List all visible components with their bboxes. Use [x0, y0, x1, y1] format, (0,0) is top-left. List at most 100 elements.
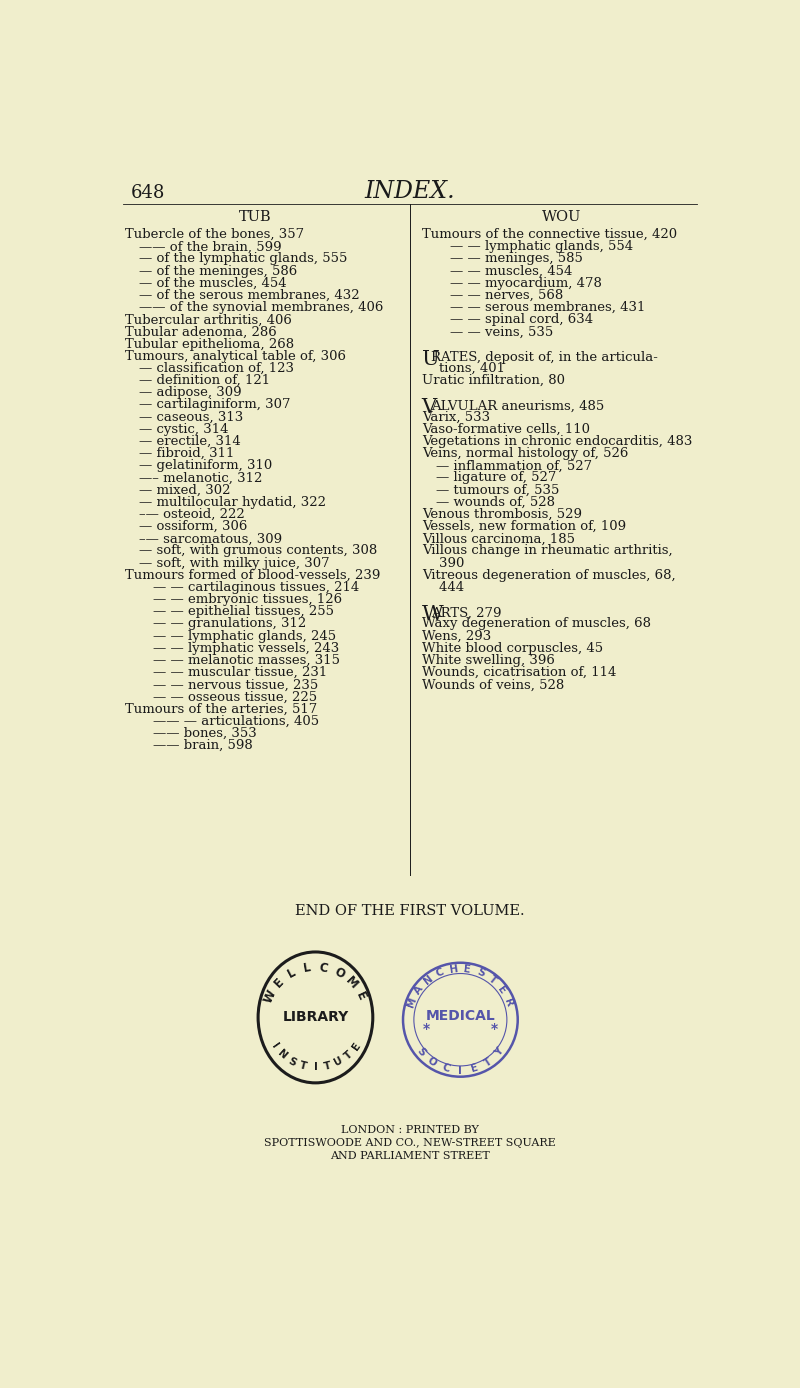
- Text: — mixed, 302: — mixed, 302: [138, 483, 230, 497]
- Text: 390: 390: [422, 557, 464, 569]
- Text: — — epithelial tissues, 255: — — epithelial tissues, 255: [153, 605, 334, 618]
- Text: — cartilaginiform, 307: — cartilaginiform, 307: [138, 398, 290, 411]
- Text: — ligature of, 527: — ligature of, 527: [435, 472, 556, 484]
- Text: — classification of, 123: — classification of, 123: [138, 362, 294, 375]
- Text: I: I: [458, 1066, 462, 1076]
- Text: —— of the brain, 599: —— of the brain, 599: [138, 240, 282, 254]
- Text: T: T: [298, 1060, 308, 1072]
- Text: Wounds, cicatrisation of, 114: Wounds, cicatrisation of, 114: [422, 666, 616, 679]
- Text: Vessels, new formation of, 109: Vessels, new formation of, 109: [422, 520, 626, 533]
- Text: END OF THE FIRST VOLUME.: END OF THE FIRST VOLUME.: [295, 904, 525, 919]
- Text: S: S: [415, 1047, 427, 1059]
- Text: I: I: [269, 1041, 279, 1051]
- Text: V: V: [422, 398, 437, 418]
- Text: E: E: [496, 984, 508, 997]
- Text: Tubercle of the bones, 357: Tubercle of the bones, 357: [125, 228, 304, 242]
- Text: — — osseous tissue, 225: — — osseous tissue, 225: [153, 690, 317, 704]
- Text: 444: 444: [422, 582, 464, 594]
- Text: Tubular epithelioma, 268: Tubular epithelioma, 268: [125, 337, 294, 351]
- Text: — — granulations, 312: — — granulations, 312: [153, 618, 306, 630]
- Text: E: E: [354, 990, 369, 1002]
- Text: Tumours of the connective tissue, 420: Tumours of the connective tissue, 420: [422, 228, 677, 242]
- Text: I: I: [314, 1062, 318, 1073]
- Text: E: E: [470, 1063, 480, 1074]
- Text: — — cartilaginous tissues, 214: — — cartilaginous tissues, 214: [153, 582, 359, 594]
- Text: RATES, deposit of, in the articula-: RATES, deposit of, in the articula-: [431, 351, 658, 365]
- Text: — — spinal cord, 634: — — spinal cord, 634: [450, 314, 593, 326]
- Text: ALVULAR aneurisms, 485: ALVULAR aneurisms, 485: [431, 400, 604, 414]
- Text: — caseous, 313: — caseous, 313: [138, 411, 243, 423]
- Text: C: C: [434, 967, 446, 979]
- Text: C: C: [441, 1063, 450, 1074]
- Text: Tumours formed of blood-vessels, 239: Tumours formed of blood-vessels, 239: [125, 569, 380, 582]
- Text: Vaso-formative cells, 110: Vaso-formative cells, 110: [422, 423, 590, 436]
- Text: L: L: [302, 960, 312, 974]
- Text: Villous carcinoma, 185: Villous carcinoma, 185: [422, 533, 574, 545]
- Text: Veins, normal histology of, 526: Veins, normal histology of, 526: [422, 447, 628, 461]
- Text: E: E: [350, 1041, 363, 1052]
- Text: — multilocular hydatid, 322: — multilocular hydatid, 322: [138, 496, 326, 509]
- Text: — — lymphatic vessels, 243: — — lymphatic vessels, 243: [153, 641, 339, 655]
- Text: H: H: [449, 963, 458, 974]
- Text: — fibroid, 311: — fibroid, 311: [138, 447, 234, 461]
- Text: U: U: [333, 1055, 345, 1069]
- Text: Tumours of the arteries, 517: Tumours of the arteries, 517: [125, 702, 317, 716]
- Text: Villous change in rheumatic arthritis,: Villous change in rheumatic arthritis,: [422, 544, 672, 558]
- Text: M: M: [406, 995, 418, 1009]
- Text: –— sarcomatous, 309: –— sarcomatous, 309: [138, 533, 282, 545]
- Text: A: A: [412, 984, 425, 997]
- Text: — soft, with milky juice, 307: — soft, with milky juice, 307: [138, 557, 330, 569]
- Text: Tumours, analytical table of, 306: Tumours, analytical table of, 306: [125, 350, 346, 362]
- Text: TUB: TUB: [238, 210, 271, 223]
- Text: Tubercular arthritis, 406: Tubercular arthritis, 406: [125, 314, 292, 326]
- Text: C: C: [318, 960, 329, 976]
- Text: — — melanotic masses, 315: — — melanotic masses, 315: [153, 654, 340, 668]
- Text: — soft, with grumous contents, 308: — soft, with grumous contents, 308: [138, 544, 377, 558]
- Text: — of the muscles, 454: — of the muscles, 454: [138, 276, 286, 290]
- Text: LIBRARY: LIBRARY: [282, 1010, 349, 1024]
- Text: U: U: [422, 350, 439, 369]
- Text: S: S: [475, 967, 486, 979]
- Text: — inflammation of, 527: — inflammation of, 527: [435, 459, 592, 472]
- Text: Varix, 533: Varix, 533: [422, 411, 490, 423]
- Text: — — veins, 535: — — veins, 535: [450, 326, 553, 339]
- Text: N: N: [422, 973, 435, 987]
- Text: — erectile, 314: — erectile, 314: [138, 434, 241, 448]
- Text: S: S: [286, 1056, 298, 1067]
- Text: MEDICAL: MEDICAL: [426, 1009, 495, 1023]
- Text: — — nerves, 568: — — nerves, 568: [450, 289, 562, 303]
- Text: T: T: [482, 1056, 494, 1069]
- Text: E: E: [463, 963, 471, 974]
- Text: — — muscular tissue, 231: — — muscular tissue, 231: [153, 666, 327, 679]
- Text: — — meninges, 585: — — meninges, 585: [450, 253, 582, 265]
- Text: T: T: [342, 1049, 354, 1062]
- Text: –— osteoid, 222: –— osteoid, 222: [138, 508, 245, 520]
- Text: — of the meninges, 586: — of the meninges, 586: [138, 265, 297, 278]
- Text: Wounds of veins, 528: Wounds of veins, 528: [422, 679, 564, 691]
- Text: O: O: [331, 965, 346, 981]
- Text: — — nervous tissue, 235: — — nervous tissue, 235: [153, 679, 318, 691]
- Text: E: E: [271, 976, 286, 990]
- Text: INDEX.: INDEX.: [365, 180, 455, 204]
- Text: Uratic infiltration, 80: Uratic infiltration, 80: [422, 375, 565, 387]
- Text: — — muscles, 454: — — muscles, 454: [450, 265, 572, 278]
- Text: — — lymphatic glands, 245: — — lymphatic glands, 245: [153, 630, 336, 643]
- Text: *: *: [491, 1022, 498, 1035]
- Text: AND PARLIAMENT STREET: AND PARLIAMENT STREET: [330, 1152, 490, 1162]
- Text: —— — articulations, 405: —— — articulations, 405: [153, 715, 319, 727]
- Text: WOU: WOU: [542, 210, 582, 223]
- Text: Venous thrombosis, 529: Venous thrombosis, 529: [422, 508, 582, 520]
- Text: —— of the synovial membranes, 406: —— of the synovial membranes, 406: [138, 301, 383, 314]
- Text: —— brain, 598: —— brain, 598: [153, 740, 253, 752]
- Text: — adipose, 309: — adipose, 309: [138, 386, 242, 400]
- Text: SPOTTISWOODE AND CO., NEW-STREET SQUARE: SPOTTISWOODE AND CO., NEW-STREET SQUARE: [264, 1138, 556, 1148]
- Text: W: W: [422, 605, 443, 625]
- Text: W: W: [261, 988, 278, 1005]
- Text: — — embryonic tissues, 126: — — embryonic tissues, 126: [153, 593, 342, 607]
- Text: — cystic, 314: — cystic, 314: [138, 423, 228, 436]
- Text: T: T: [322, 1060, 332, 1072]
- Text: R: R: [502, 997, 514, 1008]
- Text: — of the lymphatic glands, 555: — of the lymphatic glands, 555: [138, 253, 347, 265]
- Text: N: N: [276, 1048, 289, 1062]
- Text: M: M: [343, 974, 361, 991]
